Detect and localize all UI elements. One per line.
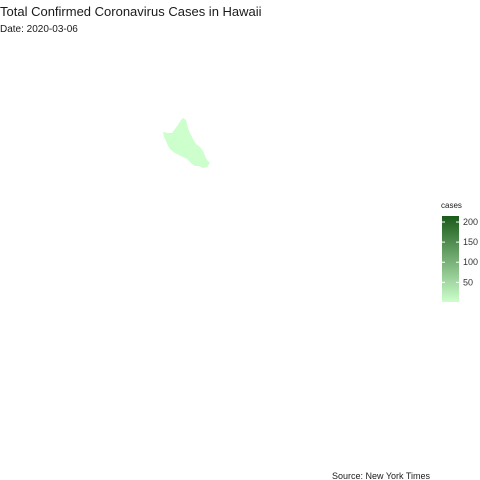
legend-tick-label: 100 — [463, 257, 478, 267]
source-caption: Source: New York Times — [332, 471, 431, 480]
legend-title: cases — [441, 201, 462, 210]
plot-subtitle: Date: 2020-03-06 — [0, 24, 78, 35]
color-legend: cases 50 100 150 200 — [441, 201, 480, 305]
legend-tick-label: 50 — [463, 277, 473, 287]
map-region-oahu — [163, 118, 210, 168]
plot-title: Total Confirmed Coronavirus Cases in Haw… — [0, 4, 262, 19]
legend-tick-label: 150 — [463, 237, 478, 247]
legend-gradient-bar — [442, 216, 459, 302]
legend-colorbar: 50 100 150 200 — [442, 216, 478, 302]
legend-tick-label: 200 — [463, 217, 478, 227]
